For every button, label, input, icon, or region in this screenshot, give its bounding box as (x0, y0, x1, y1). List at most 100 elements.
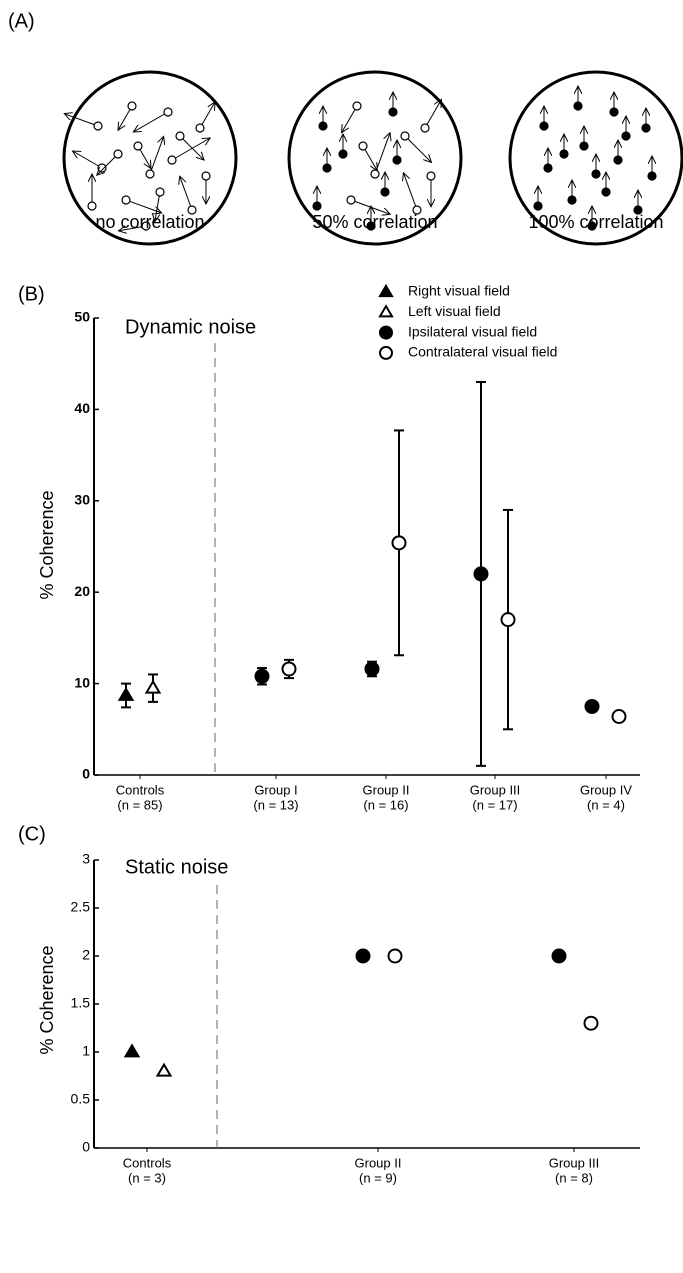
panel-label: (B) (18, 283, 45, 305)
x-tick-label: Group I (254, 782, 297, 797)
motion-arrow (199, 102, 215, 129)
legend-label: Left visual field (408, 303, 501, 319)
dot (97, 163, 107, 173)
y-tick-label: 2.5 (71, 899, 91, 915)
dot (121, 195, 131, 205)
marker (551, 948, 567, 964)
y-tick-label: 40 (74, 400, 90, 416)
motion-arrow (362, 145, 377, 171)
marker (379, 325, 393, 340)
motion-arrow (171, 138, 210, 161)
x-tick-note: (n = 3) (128, 1170, 166, 1185)
dot (609, 107, 619, 117)
y-tick-label: 10 (74, 674, 90, 690)
motion-arrow (179, 135, 204, 160)
y-tick-label: 20 (74, 583, 90, 599)
y-tick-label: 30 (74, 492, 90, 508)
dot (591, 169, 601, 179)
dot (346, 195, 356, 205)
x-tick-label: Group II (363, 782, 410, 797)
caption: no correlation (95, 212, 204, 232)
dot (601, 187, 611, 197)
x-tick-note: (n = 13) (253, 797, 298, 812)
chart-title: Static noise (125, 856, 228, 878)
dot (380, 187, 390, 197)
x-tick-note: (n = 4) (587, 797, 625, 812)
x-tick-label: Group III (470, 782, 521, 797)
motion-arrow (149, 136, 164, 175)
dot (127, 101, 137, 111)
dot (167, 155, 177, 165)
dot (621, 131, 631, 141)
y-tick-label: 0 (82, 1139, 90, 1155)
marker (364, 661, 380, 677)
y-tick-label: 50 (74, 309, 90, 325)
aperture (508, 70, 683, 246)
x-tick-note: (n = 9) (359, 1170, 397, 1185)
marker (611, 709, 627, 725)
caption: 100% correlation (528, 212, 663, 232)
y-tick-label: 0 (82, 766, 90, 782)
marker (500, 612, 516, 628)
y-tick-label: 0.5 (71, 1091, 91, 1107)
y-tick-label: 1.5 (71, 995, 91, 1011)
dot (155, 187, 165, 197)
motion-arrow (374, 133, 390, 175)
dot (352, 101, 362, 111)
dot (533, 201, 543, 211)
marker (254, 668, 270, 684)
motion-arrow (424, 99, 442, 129)
aperture (62, 70, 238, 246)
dot (312, 201, 322, 211)
aperture (287, 70, 463, 246)
dot (93, 121, 103, 131)
x-tick-note: (n = 16) (363, 797, 408, 812)
dot (579, 141, 589, 151)
dot (573, 101, 583, 111)
marker (391, 535, 407, 551)
x-tick-label: Controls (116, 782, 165, 797)
dot (613, 155, 623, 165)
marker (144, 679, 162, 694)
motion-arrow (64, 114, 99, 127)
caption: 50% correlation (312, 212, 437, 232)
dot (187, 205, 197, 215)
dot (641, 123, 651, 133)
x-tick-label: Group II (355, 1155, 402, 1170)
dot (392, 155, 402, 165)
motion-arrow (118, 225, 147, 231)
motion-arrow (404, 135, 431, 162)
dot (322, 163, 332, 173)
dot (587, 221, 597, 231)
dot (201, 171, 211, 181)
dot (195, 123, 205, 133)
dot (366, 221, 376, 231)
dot (141, 221, 151, 231)
marker (355, 948, 371, 964)
panel-label: (A) (8, 10, 35, 32)
x-tick-label: Group IV (580, 782, 632, 797)
marker (378, 283, 394, 298)
dot (539, 121, 549, 131)
legend-label: Ipsilateral visual field (408, 323, 537, 339)
x-tick-note: (n = 8) (555, 1170, 593, 1185)
panel-a (62, 70, 683, 246)
dot (647, 171, 657, 181)
motion-arrow (125, 199, 162, 213)
y-tick-label: 1 (82, 1043, 90, 1059)
dot (113, 149, 123, 159)
x-tick-label: Controls (123, 1155, 172, 1170)
motion-arrow (118, 105, 133, 130)
dot (633, 205, 643, 215)
y-axis-label: % Coherence (37, 945, 57, 1054)
dot (567, 195, 577, 205)
dot (318, 121, 328, 131)
marker (155, 1062, 173, 1077)
motion-arrow (180, 176, 193, 211)
legend-label: Right visual field (408, 283, 510, 299)
marker (387, 948, 403, 964)
chart-title: Dynamic noise (125, 316, 256, 338)
dot (400, 131, 410, 141)
dot (559, 149, 569, 159)
